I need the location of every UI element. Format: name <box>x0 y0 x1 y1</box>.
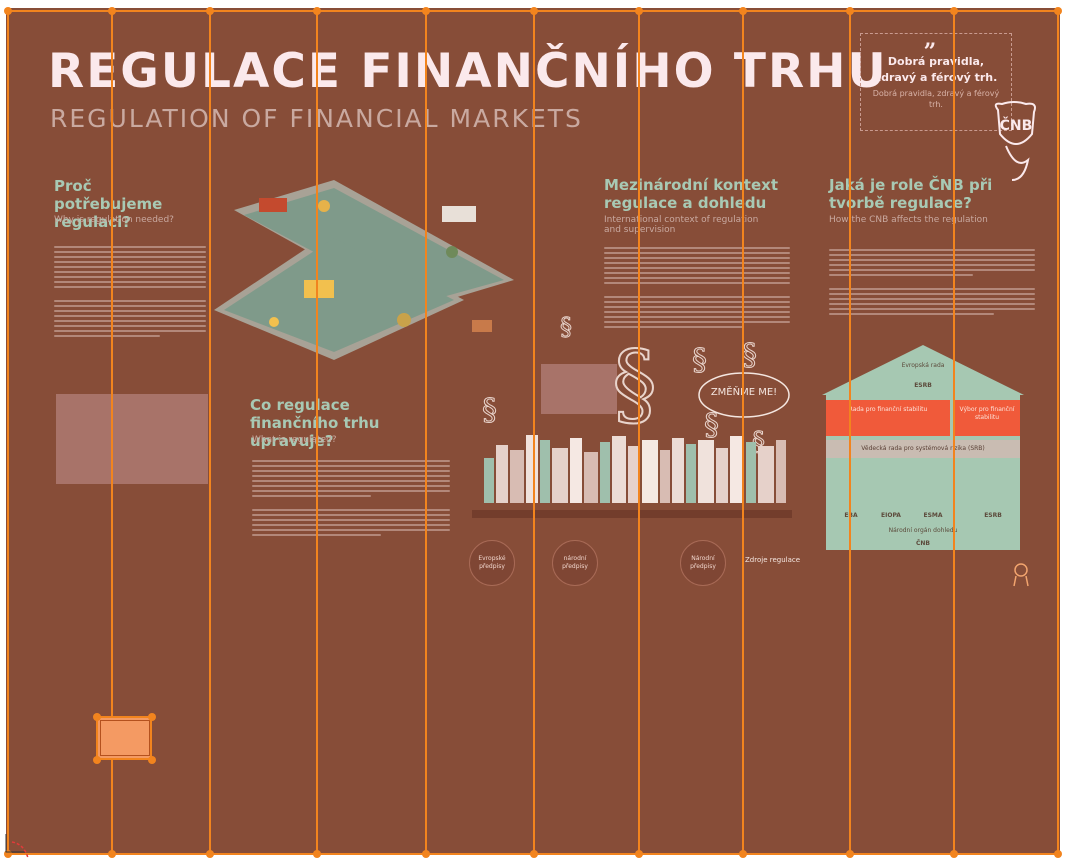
guide-v-2[interactable] <box>209 10 211 855</box>
quote-subtext: Dobrá pravidla, zdravý a férový trh. <box>872 89 1000 109</box>
redacted-block <box>56 394 208 484</box>
quote-text: Dobrá pravidla, zdravý a férový trh. <box>874 55 998 84</box>
bookshelf-illustration: § § § § § § § ZMĚŇME ME! <box>472 313 792 518</box>
house-bottom-badge: ČNB <box>916 540 930 547</box>
poster-title: REGULACE FINANČNÍHO TRHU <box>48 44 888 99</box>
section-2-body <box>252 460 450 539</box>
guide-v-0[interactable] <box>7 10 9 855</box>
quote-mark-icon: „ <box>924 26 937 52</box>
circle-european-regulations: Evropské předpisy <box>469 540 515 586</box>
guide-handle[interactable] <box>739 7 747 15</box>
section-3-body <box>604 247 790 331</box>
section-4-subheading: How the CNB affects the regulation <box>829 215 988 225</box>
resize-handle-tl[interactable] <box>93 713 101 721</box>
svg-text:§: § <box>742 338 757 373</box>
house-band: Vědecká rada pro systémová rizika (SRB) <box>826 440 1020 458</box>
guide-handle[interactable] <box>846 850 854 858</box>
guide-handle[interactable] <box>206 850 214 858</box>
speech-bubble-text: ZMĚŇME ME! <box>711 385 777 398</box>
guide-handle[interactable] <box>739 850 747 858</box>
guide-handle[interactable] <box>4 850 12 858</box>
house-right-col: ESRB <box>984 512 1002 519</box>
section-2-subheading: What is regulated? <box>252 435 337 445</box>
selected-object-frame <box>100 720 150 756</box>
guide-handle[interactable] <box>313 850 321 858</box>
guide-handle[interactable] <box>530 850 538 858</box>
house-col-eiopa: EIOPA <box>881 512 901 519</box>
guide-handle[interactable] <box>422 7 430 15</box>
section-2-heading: Co regulace finančního trhu upravuje? <box>250 396 380 450</box>
circle-national-regulations: národní předpisy <box>552 540 598 586</box>
cnb-logo-icon: ČNB <box>994 101 1036 181</box>
circle-caption: Zdroje regulace <box>745 556 801 564</box>
selected-object[interactable] <box>96 716 152 760</box>
guide-handle[interactable] <box>108 850 116 858</box>
house-col-esma: ESMA <box>923 512 943 519</box>
guide-v-5[interactable] <box>533 10 535 855</box>
quote-box <box>860 33 1012 131</box>
house-bottom-label: Národní orgán dohledu <box>888 527 958 534</box>
svg-text:§: § <box>482 393 497 428</box>
guide-handle[interactable] <box>108 7 116 15</box>
section-4-body <box>829 249 1035 318</box>
house-col-eba: EBA <box>832 512 870 520</box>
resize-handle-tr[interactable] <box>148 713 156 721</box>
svg-text:§: § <box>704 408 719 443</box>
guide-v-3[interactable] <box>316 10 318 855</box>
house-roof-badge: ESRB <box>914 382 932 389</box>
section-3-subheading: International context of regulation and … <box>604 215 759 235</box>
guide-handle[interactable] <box>846 7 854 15</box>
isometric-crossroads-illustration <box>214 180 514 360</box>
house-left-red-block: Rada pro finanční stabilitu <box>826 400 950 436</box>
guide-handle[interactable] <box>635 850 643 858</box>
circle-national-regulations-2: Národní předpisy <box>680 540 726 586</box>
guide-v-7[interactable] <box>742 10 744 855</box>
svg-text:§: § <box>560 313 572 341</box>
section-1-subheading: Why is regulation needed? <box>54 215 174 225</box>
guide-handle[interactable] <box>4 7 12 15</box>
house-right-red-block: Výbor pro finanční stabilitu <box>954 400 1020 436</box>
guide-handle[interactable] <box>422 850 430 858</box>
guide-handle[interactable] <box>1054 7 1062 15</box>
guide-handle[interactable] <box>313 7 321 15</box>
guide-v-8[interactable] <box>849 10 851 855</box>
house-roof-label: Evropská rada <box>901 362 945 369</box>
guide-handle[interactable] <box>635 7 643 15</box>
guide-handle[interactable] <box>530 7 538 15</box>
guide-v-10[interactable] <box>1057 10 1059 855</box>
redacted-block-2 <box>541 364 617 414</box>
svg-text:§: § <box>692 343 707 378</box>
section-4-heading: Jaká je role ČNB při tvorbě regulace? <box>829 176 993 212</box>
section-1-body <box>54 246 206 340</box>
resize-handle-bl[interactable] <box>93 756 101 764</box>
section-3-heading: Mezinárodní kontext regulace a dohledu <box>604 176 779 212</box>
logo-text: ČNB <box>1000 116 1033 134</box>
guide-v-6[interactable] <box>638 10 640 855</box>
guide-handle[interactable] <box>206 7 214 15</box>
guide-handle[interactable] <box>950 7 958 15</box>
guide-v-4[interactable] <box>425 10 427 855</box>
mascot-icon <box>1013 563 1029 587</box>
guide-handle[interactable] <box>950 850 958 858</box>
svg-text:§: § <box>612 332 657 437</box>
guide-v-1[interactable] <box>111 10 113 855</box>
guide-handle[interactable] <box>1054 850 1062 858</box>
rotation-handle-icon[interactable] <box>2 830 34 860</box>
resize-handle-br[interactable] <box>148 756 156 764</box>
poster-subtitle: REGULATION OF FINANCIAL MARKETS <box>50 104 583 133</box>
house-roof <box>822 345 1024 395</box>
guide-v-9[interactable] <box>953 10 955 855</box>
